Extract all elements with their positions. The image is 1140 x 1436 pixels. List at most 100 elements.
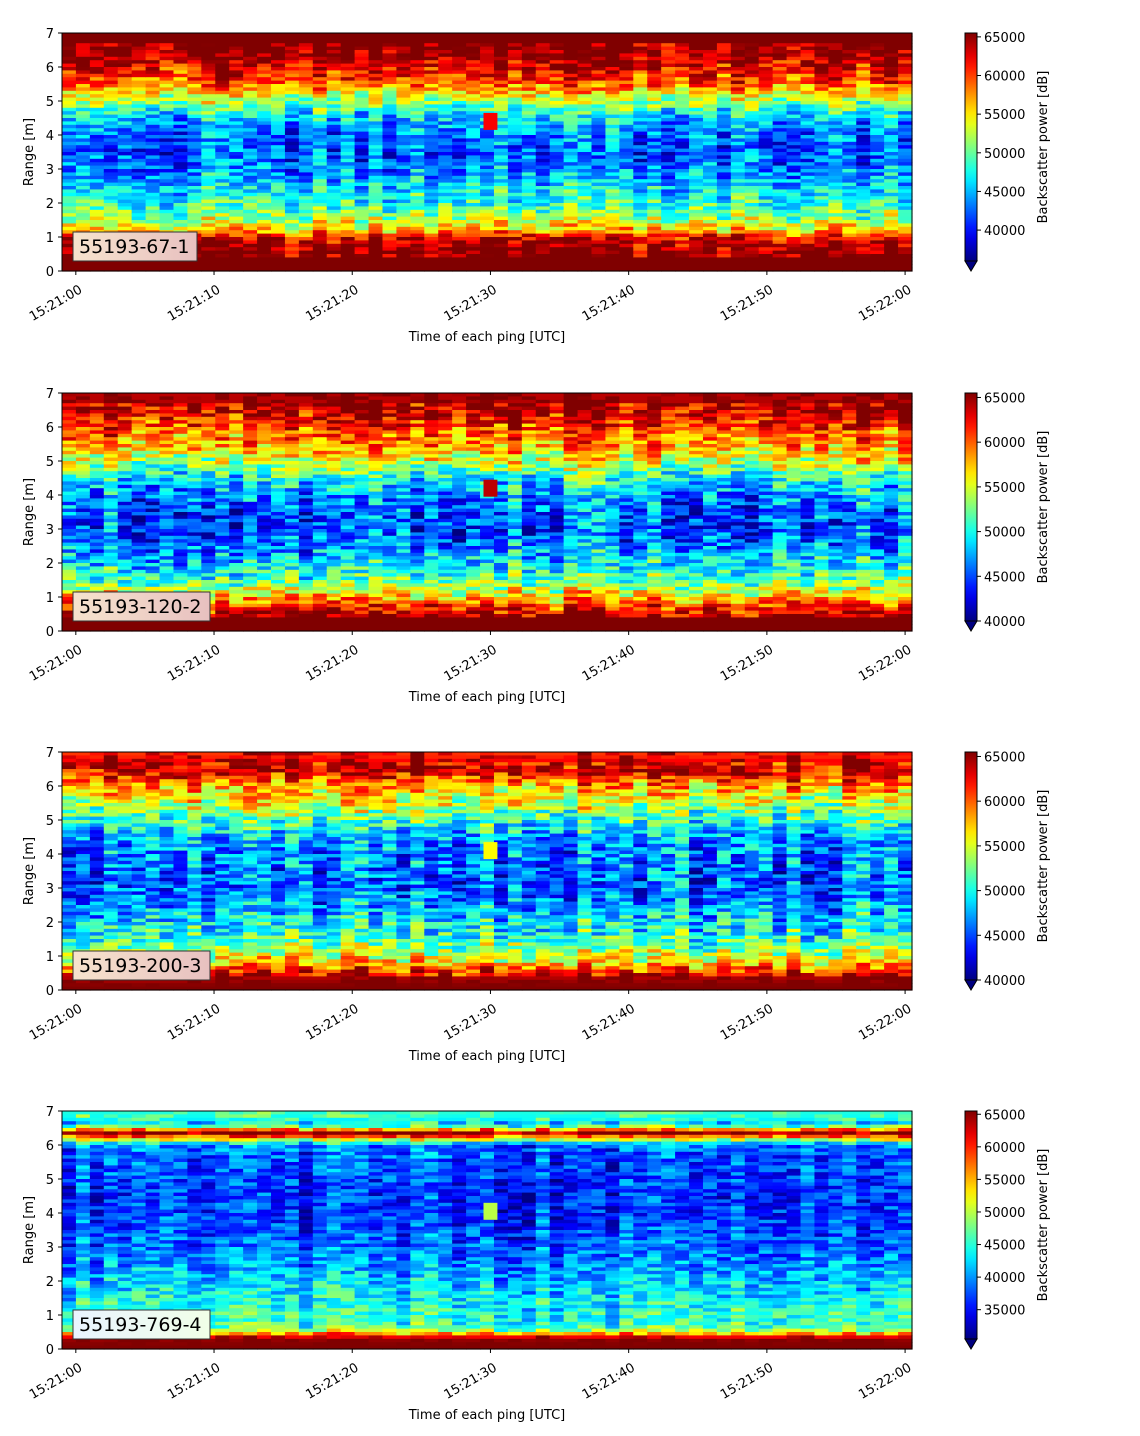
heatmap-cell xyxy=(243,80,258,85)
heatmap-cell xyxy=(159,203,175,207)
heatmap-cell xyxy=(257,148,272,153)
heatmap-cell xyxy=(298,148,314,153)
heatmap-cell xyxy=(577,165,593,170)
heatmap-cell xyxy=(814,203,829,207)
heatmap-cell xyxy=(647,199,662,204)
heatmap-cell xyxy=(689,260,704,265)
heatmap-cell xyxy=(229,189,244,194)
heatmap-cell xyxy=(647,60,662,65)
heatmap-cell xyxy=(243,50,258,54)
heatmap-cell xyxy=(284,128,300,133)
heatmap-cell xyxy=(870,216,885,221)
heatmap-cell xyxy=(856,84,871,88)
heatmap-cell xyxy=(772,203,788,207)
heatmap-cell xyxy=(786,135,802,139)
heatmap-cell xyxy=(438,118,453,122)
heatmap-cell xyxy=(243,186,258,190)
heatmap-cell xyxy=(466,94,481,99)
heatmap-cell xyxy=(438,182,453,187)
heatmap-cell xyxy=(716,70,732,75)
heatmap-cell xyxy=(591,213,607,218)
heatmap-cell xyxy=(173,488,189,493)
heatmap-cell xyxy=(326,186,342,190)
heatmap-cell xyxy=(884,199,899,204)
heatmap-cell xyxy=(605,121,620,126)
heatmap-cell xyxy=(187,213,202,218)
heatmap-cell xyxy=(229,199,244,204)
heatmap-cell xyxy=(438,84,453,88)
heatmap-cell xyxy=(814,240,829,245)
heatmap-cell xyxy=(577,169,593,173)
heatmap-cell xyxy=(466,206,481,211)
heatmap-cell xyxy=(438,111,453,116)
heatmap-cell xyxy=(661,237,676,241)
heatmap-cell xyxy=(438,104,453,109)
heatmap-cell xyxy=(800,33,816,37)
heatmap-cell xyxy=(828,203,843,207)
heatmap-cell xyxy=(549,237,565,241)
heatmap-cell xyxy=(535,237,551,241)
heatmap-cell xyxy=(535,175,551,180)
heatmap-cell xyxy=(605,94,620,99)
heatmap-cell xyxy=(507,67,523,71)
heatmap-cell xyxy=(842,257,857,262)
heatmap-cell xyxy=(173,216,189,221)
heatmap-cell xyxy=(298,267,314,272)
heatmap-cell xyxy=(284,60,300,65)
heatmap-cell xyxy=(243,223,258,228)
heatmap-cell xyxy=(145,53,161,58)
heatmap-cell xyxy=(605,36,620,41)
heatmap-cell xyxy=(716,60,732,65)
heatmap-cell xyxy=(382,264,398,269)
heatmap-cell xyxy=(284,90,300,95)
heatmap-cell xyxy=(89,101,105,105)
colorbar-extend-arrow xyxy=(964,260,978,272)
heatmap-cell xyxy=(340,254,356,258)
heatmap-cell xyxy=(173,90,189,95)
heatmap-cell xyxy=(312,124,328,129)
heatmap-cell xyxy=(145,542,161,547)
heatmap-cell xyxy=(870,182,885,187)
heatmap-cell xyxy=(884,165,899,170)
heatmap-cell xyxy=(577,56,593,61)
heatmap-cell xyxy=(884,169,899,173)
heatmap-cell xyxy=(689,179,704,184)
heatmap-cell xyxy=(898,250,913,255)
heatmap-cell xyxy=(870,165,885,170)
heatmap-cell xyxy=(772,162,788,167)
heatmap-cell xyxy=(730,230,746,235)
heatmap-cell xyxy=(466,111,481,116)
heatmap-cell xyxy=(898,220,913,224)
heatmap-cell xyxy=(201,158,216,163)
heatmap-cell xyxy=(257,175,272,180)
heatmap-cell xyxy=(187,223,202,228)
heatmap-cell xyxy=(702,124,718,129)
heatmap-cell xyxy=(340,192,356,197)
heatmap-cell xyxy=(382,213,398,218)
heatmap-cell xyxy=(243,145,258,150)
heatmap-cell xyxy=(438,158,453,163)
heatmap-cell xyxy=(173,172,189,177)
heatmap-cell xyxy=(243,169,258,173)
heatmap-cell xyxy=(828,264,843,269)
heatmap-cell xyxy=(814,138,829,143)
heatmap-cell xyxy=(800,135,816,139)
heatmap-cell xyxy=(675,182,690,187)
heatmap-cell xyxy=(424,131,439,136)
heatmap-cell xyxy=(89,542,105,547)
heatmap-cell xyxy=(187,399,202,404)
heatmap-cell xyxy=(661,111,676,116)
heatmap-cell xyxy=(452,135,467,139)
heatmap-cell xyxy=(605,264,620,269)
heatmap-cell xyxy=(577,97,593,102)
heatmap-cell xyxy=(424,141,439,146)
heatmap-cell xyxy=(758,169,774,173)
heatmap-cell xyxy=(75,107,91,112)
heatmap-cell xyxy=(145,518,161,523)
heatmap-cell xyxy=(243,118,258,122)
heatmap-cell xyxy=(145,430,161,435)
heatmap-cell xyxy=(340,138,356,143)
heatmap-cell xyxy=(507,186,523,190)
heatmap-cell xyxy=(884,162,899,167)
heatmap-cell xyxy=(591,233,607,238)
